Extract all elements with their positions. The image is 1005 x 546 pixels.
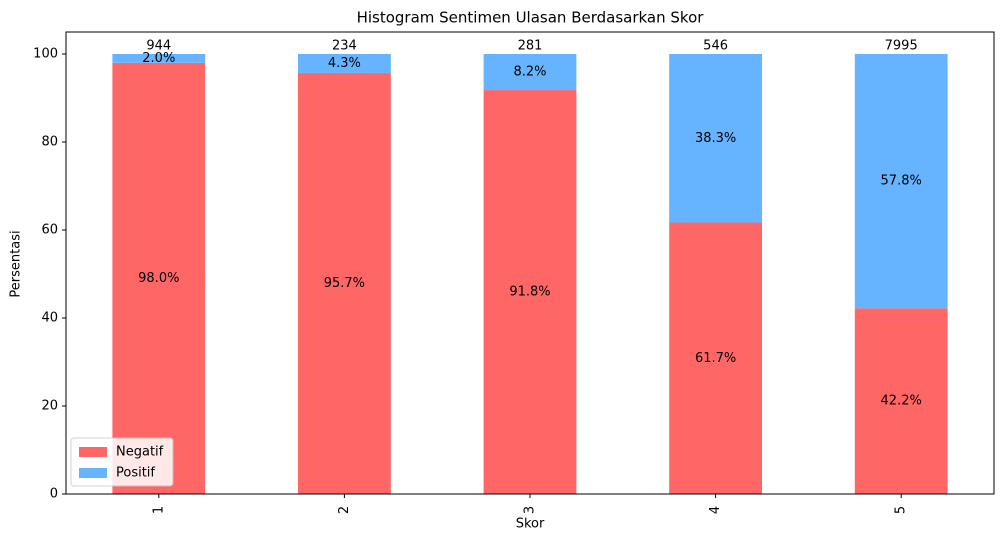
value-label: 4.3% [328, 56, 361, 71]
value-label: 42.2% [881, 394, 922, 409]
bar-segment [669, 54, 762, 223]
bar-segment [669, 222, 762, 494]
value-label: 38.3% [695, 131, 736, 146]
y-tick-label: 0 [50, 487, 58, 502]
bar-segment [854, 308, 948, 494]
y-tick-label: 60 [41, 223, 58, 238]
legend-swatch [79, 447, 107, 457]
x-tick-label: 4 [708, 506, 723, 514]
bar-segment [112, 54, 206, 63]
chart-title: Histogram Sentimen Ulasan Berdasarkan Sk… [357, 9, 705, 27]
total-label: 234 [332, 39, 357, 54]
legend-swatch [79, 468, 107, 478]
total-label: 546 [703, 39, 728, 54]
value-label: 91.8% [509, 285, 550, 300]
bar-segment [483, 90, 577, 494]
x-axis-label: Skor [516, 517, 545, 532]
value-label: 98.0% [138, 271, 179, 286]
bar-segment [483, 54, 577, 91]
legend-label: Positif [116, 466, 155, 481]
x-tick-label: 2 [337, 506, 352, 514]
y-tick-label: 100 [33, 47, 58, 62]
value-label: 2.0% [142, 51, 175, 66]
total-label: 7995 [885, 39, 918, 54]
y-tick-label: 40 [41, 311, 58, 326]
value-label: 57.8% [881, 174, 922, 189]
bar-segment [854, 54, 948, 309]
y-tick-label: 20 [41, 399, 58, 414]
total-label: 281 [518, 39, 543, 54]
legend-label: Negatif [116, 445, 164, 460]
bar-segment [298, 72, 391, 495]
value-label: 95.7% [324, 276, 365, 291]
bar-segment [112, 62, 206, 495]
y-tick-label: 80 [41, 135, 58, 150]
x-tick-label: 1 [151, 506, 166, 514]
y-axis-label: Persentasi [9, 230, 24, 297]
total-label: 944 [146, 39, 171, 54]
bar-segment [298, 54, 391, 73]
x-tick-label: 5 [894, 506, 909, 514]
value-label: 8.2% [513, 65, 546, 80]
x-tick-label: 3 [523, 506, 538, 514]
value-label: 61.7% [695, 351, 736, 366]
plot-frame [65, 31, 995, 495]
